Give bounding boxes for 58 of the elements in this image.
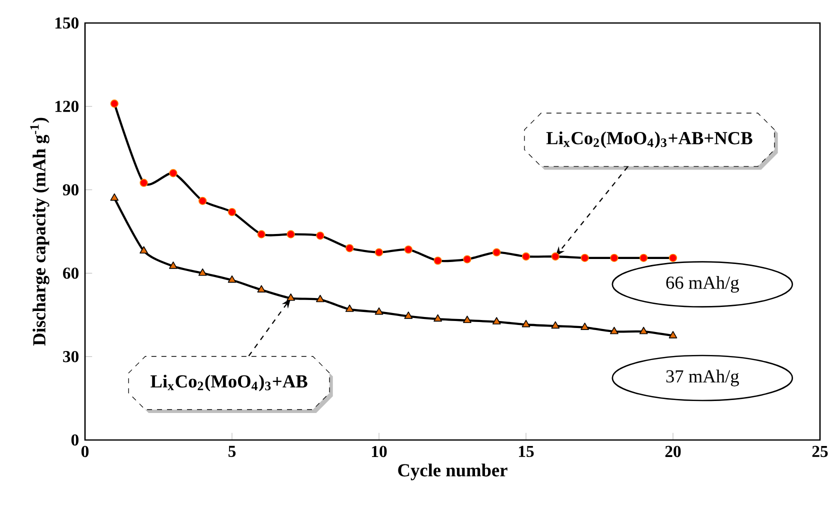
text: Li$_{x}$Co$_{2}$(MoO$_{4}$)$_{3}$+AB [150, 374, 308, 392]
y-tick-label: 120 [55, 100, 78, 112]
point [463, 316, 472, 324]
point [110, 100, 118, 108]
point [140, 246, 148, 254]
point [492, 317, 501, 324]
point [668, 330, 678, 338]
point [668, 254, 678, 262]
point [522, 252, 530, 261]
y-tick-label: 90 [62, 184, 78, 196]
x-axis-title: Cycle number [398, 464, 508, 480]
point [551, 252, 560, 261]
point [610, 254, 618, 262]
point [257, 230, 266, 238]
x-tick-label: 0 [81, 446, 89, 458]
point [169, 261, 178, 269]
point [257, 285, 266, 292]
point [169, 169, 178, 178]
point [434, 256, 442, 265]
point [580, 322, 589, 330]
point [346, 244, 354, 252]
annotation: 37 mAh/g [666, 370, 739, 386]
point [610, 326, 618, 334]
point [140, 178, 148, 187]
x-tick-label: 15 [519, 446, 534, 458]
point [286, 293, 295, 301]
point [286, 230, 295, 238]
point [434, 314, 442, 322]
point [110, 193, 119, 201]
point [404, 245, 412, 254]
y-tick-label: 60 [63, 268, 78, 279]
point [640, 254, 648, 262]
point [580, 254, 589, 262]
y-axis-title: Discharge capacity (mAh g$^{-1}$) [30, 118, 50, 346]
point [228, 208, 236, 216]
point [522, 320, 530, 328]
point [492, 248, 501, 256]
y-tick-label: 0 [71, 434, 78, 446]
point [316, 232, 324, 240]
point [551, 321, 560, 329]
point [316, 294, 324, 302]
annotation: 66 mAh/g [666, 276, 739, 293]
point [198, 268, 207, 276]
point [198, 196, 207, 205]
text: Li$_{x}$Co$_{2}$(MoO$_{4}$)$_{3}$+AB+NCB [546, 131, 752, 148]
x-tick-label: 25 [812, 446, 828, 458]
x-tick-label: 20 [665, 446, 681, 458]
point [639, 326, 648, 334]
point [463, 255, 472, 264]
x-tick-label: 10 [372, 446, 387, 458]
y-tick-label: 150 [55, 17, 78, 29]
point [345, 304, 354, 312]
point [404, 312, 413, 319]
point [374, 248, 384, 256]
point [374, 307, 384, 315]
y-tick-label: 30 [63, 350, 78, 362]
point [228, 275, 236, 283]
x-tick-label: 5 [228, 446, 236, 457]
